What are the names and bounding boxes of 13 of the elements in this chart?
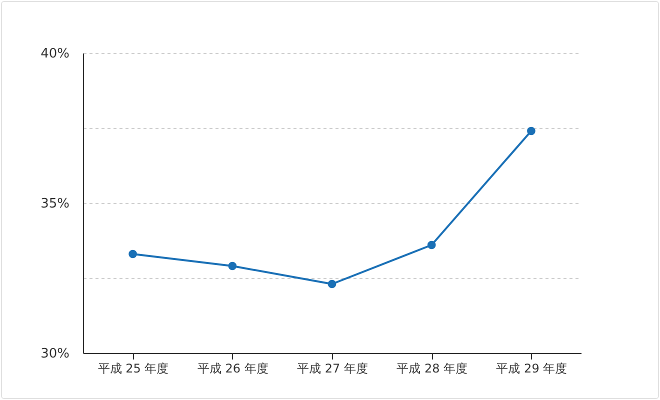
x-tick-label: 平成 29 年度 (496, 362, 568, 376)
x-tick-label: 平成 27 年度 (297, 362, 368, 376)
x-tick-label: 平成 25 年度 (98, 362, 169, 376)
point (228, 262, 237, 270)
point (128, 250, 137, 258)
y-tick-label: 30% (40, 346, 70, 362)
y-tick-label: 40% (40, 46, 70, 62)
point (328, 280, 336, 288)
x-tick-label: 平成 28 年度 (396, 362, 468, 376)
y-tick-label: 35% (40, 196, 70, 212)
point (427, 240, 436, 250)
x-tick-label: 平成 26 年度 (197, 362, 268, 376)
point (527, 126, 536, 136)
